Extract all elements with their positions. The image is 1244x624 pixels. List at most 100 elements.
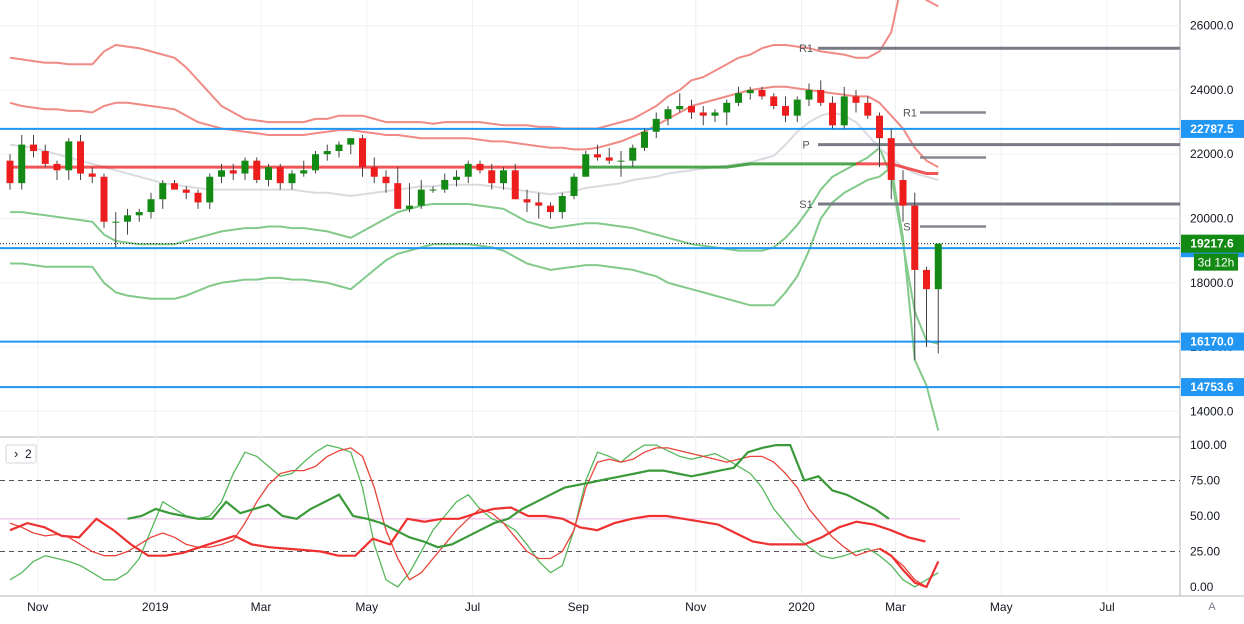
candle-body	[852, 96, 860, 103]
candle-body	[135, 212, 143, 216]
x-tick-label: Nov	[685, 600, 706, 614]
x-tick-label: Sep	[568, 600, 590, 614]
bb-mid-red-2	[856, 162, 939, 175]
candle-body	[699, 112, 707, 116]
candle-body	[735, 93, 742, 103]
candle-body	[770, 96, 778, 107]
level-label-bg	[1181, 119, 1244, 138]
candle-body	[911, 205, 919, 270]
candle-body	[253, 160, 261, 180]
y-tick-label: 14000.0	[1190, 404, 1234, 418]
x-tick-label: Mar	[885, 600, 906, 614]
level-label: 22787.5	[1190, 122, 1234, 136]
candle-body	[276, 167, 284, 184]
countdown-bg	[1194, 253, 1238, 271]
oscillator-pane: › 2	[0, 444, 1180, 589]
candle-body	[218, 170, 225, 177]
candle-body	[829, 102, 836, 126]
candle-body	[547, 205, 554, 213]
bb-upper-inner	[9, 85, 939, 168]
candle-body	[241, 160, 249, 174]
osc-y-tick-label: 75.00	[1190, 474, 1220, 488]
candle-body	[417, 189, 425, 206]
candle-body	[206, 176, 214, 203]
candle-body	[453, 176, 460, 180]
y-tick-label: 18000.0	[1190, 276, 1234, 290]
candle-body	[6, 160, 14, 184]
price-label-bg	[1181, 234, 1244, 253]
candle-body	[876, 115, 883, 139]
chevron-right-icon: ›	[14, 446, 18, 461]
candle-body	[864, 102, 872, 116]
candle-body	[124, 215, 131, 222]
candle-body	[441, 179, 449, 190]
grid-layer	[0, 0, 1244, 597]
candle-body	[558, 196, 566, 213]
pane-label-box	[5, 444, 37, 464]
countdown-label: 3d 12h	[1198, 256, 1235, 270]
candle-body	[923, 269, 930, 290]
candle-body	[159, 183, 167, 200]
candle-body	[476, 163, 484, 171]
candle-body	[359, 138, 366, 168]
horizontal-levels	[0, 127, 1180, 389]
bb-mid-green	[585, 162, 856, 169]
osc-y-tick-label: 0.00	[1190, 580, 1214, 594]
x-tick-label: 2019	[142, 600, 169, 614]
pivot-major-label: R1	[799, 43, 813, 55]
candle-body	[88, 173, 96, 177]
candle-body	[793, 99, 801, 116]
bollinger-bands	[9, 0, 940, 431]
x-tick-label: Mar	[251, 600, 272, 614]
candle-body	[406, 205, 413, 209]
candle-body	[347, 138, 355, 145]
x-tick-label: Jul	[465, 600, 480, 614]
y-tick-label: 26000.0	[1190, 19, 1234, 33]
pane-label: 2	[25, 447, 32, 461]
candle-body	[805, 89, 813, 100]
bb-upper-outer	[9, 0, 939, 130]
candle-body	[229, 170, 237, 174]
level-label: 16170.0	[1190, 335, 1234, 349]
candle-body	[18, 144, 26, 184]
candle-body	[711, 112, 719, 116]
candle-body	[312, 154, 319, 171]
auto-scale-icon: A	[1208, 601, 1216, 613]
x-tick-label: May	[355, 600, 378, 614]
candle-body	[817, 89, 825, 103]
candle-body	[370, 167, 378, 177]
candle-body	[194, 192, 202, 203]
candle-body	[887, 138, 895, 180]
candle-body	[429, 189, 437, 191]
time-axis: Nov 2019 Mar May Jul Sep Nov 2020 Mar May Jul A	[27, 600, 1216, 614]
x-tick-label: 2020	[788, 600, 815, 614]
candle-body	[523, 199, 531, 203]
candle-body	[112, 221, 120, 223]
candle-body	[605, 157, 613, 161]
candle-body	[171, 183, 178, 190]
candle-body	[488, 170, 496, 184]
candle-body	[53, 163, 61, 171]
bb-lower-inner	[10, 146, 939, 345]
candle-body	[464, 163, 472, 177]
candle-body	[500, 170, 507, 184]
candle-body	[758, 89, 766, 97]
y-tick-label: 20000.0	[1190, 212, 1234, 226]
candle-body	[335, 144, 343, 152]
candle-body	[30, 144, 37, 152]
candle-body	[641, 131, 648, 148]
candle-body	[511, 170, 519, 200]
candle-body	[300, 170, 308, 174]
level-label: 14753.6	[1190, 380, 1234, 394]
candle-body	[394, 183, 402, 209]
candle-body	[100, 176, 108, 222]
level-label-bg	[1181, 332, 1244, 351]
candle-body	[688, 106, 695, 113]
candle-body	[594, 154, 601, 158]
candle-body	[41, 151, 49, 164]
pivot-minor-label: R1	[903, 107, 917, 119]
